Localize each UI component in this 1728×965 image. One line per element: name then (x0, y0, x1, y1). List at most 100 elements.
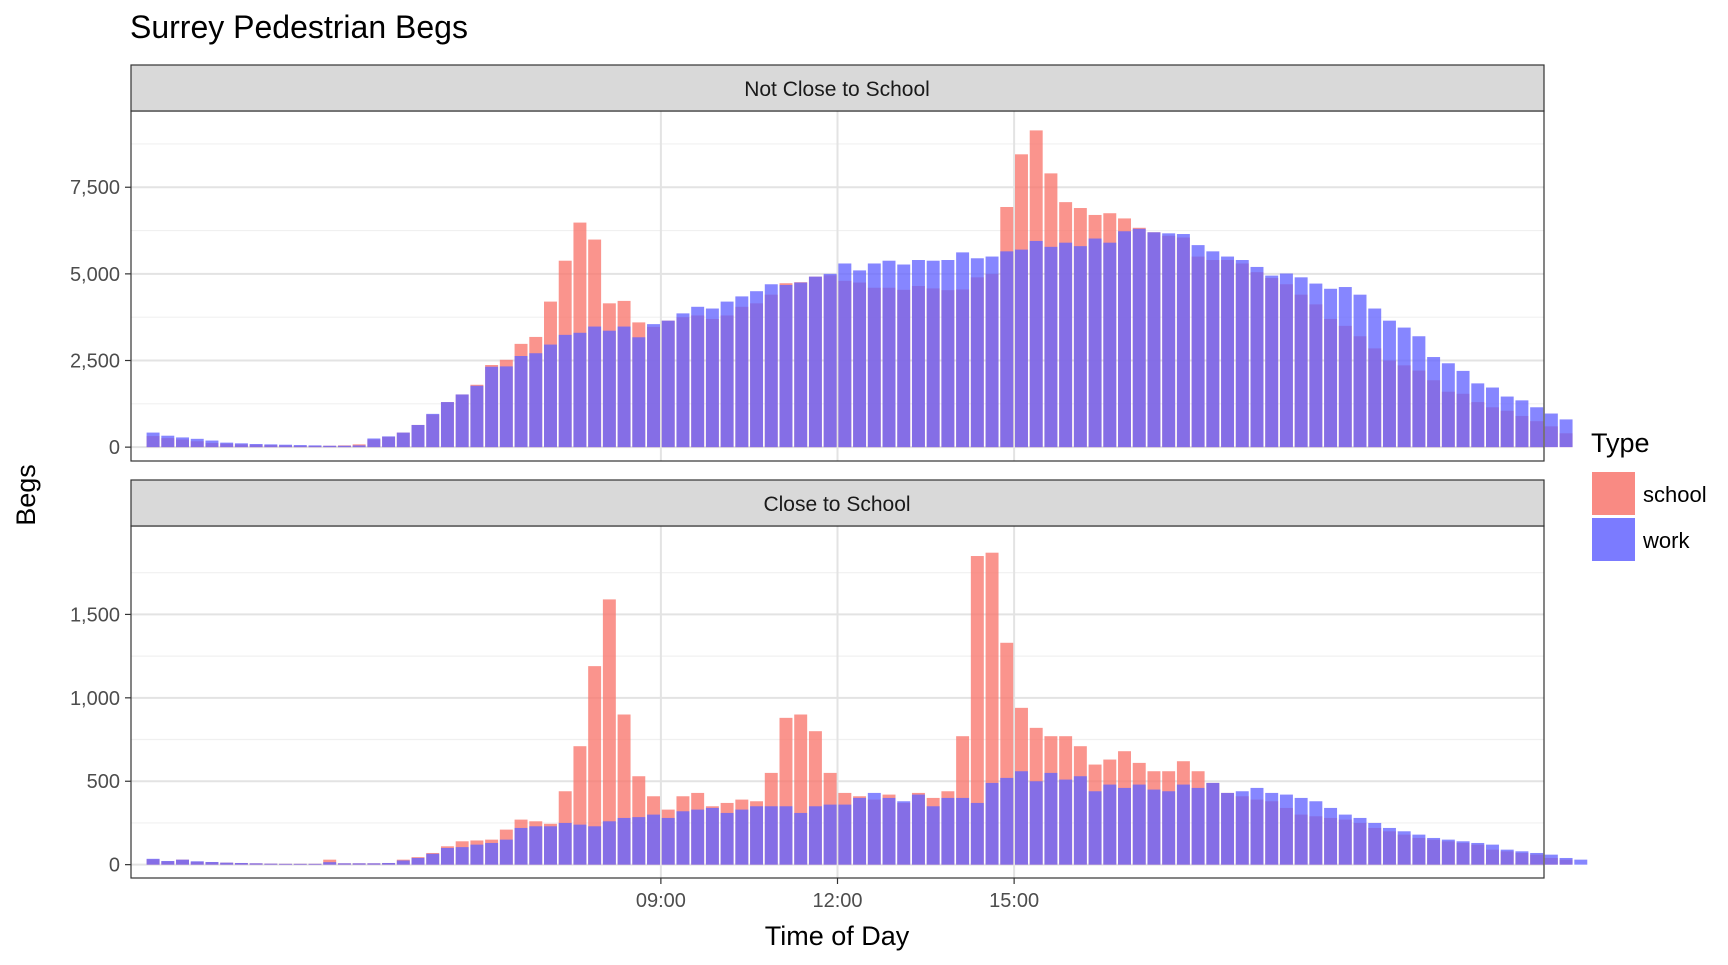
panel-bars (146, 552, 1588, 865)
bar-work (588, 826, 602, 865)
bar-work (705, 807, 719, 865)
bar-work (1500, 849, 1514, 865)
panel-strip (130, 479, 1545, 527)
bar-work (426, 853, 440, 865)
bar-work (1103, 784, 1117, 865)
bar-work (1544, 854, 1558, 865)
bar-work (956, 252, 970, 448)
bar-work (853, 270, 867, 448)
bar-work (1235, 791, 1249, 865)
bar-work (1456, 370, 1470, 448)
x-axis-title: Time of Day (765, 921, 910, 951)
panel-strip-label: Not Close to School (744, 78, 930, 101)
bar-work (676, 313, 690, 448)
bar-work (1294, 797, 1308, 865)
bar-work (941, 797, 955, 865)
bar-work (1176, 784, 1190, 865)
y-tick-label: 1,500 (70, 604, 120, 626)
bar-work (1324, 288, 1338, 448)
bar-work (1294, 277, 1308, 448)
bar-work (926, 260, 940, 448)
bar-work (1338, 287, 1352, 448)
bar-work (764, 806, 778, 865)
bar-work (234, 443, 248, 448)
bar-work (838, 263, 852, 448)
bar-work (1559, 857, 1573, 865)
bar-work (514, 827, 528, 865)
bar-work (926, 806, 940, 865)
bar-work (573, 332, 587, 448)
bar-work (853, 797, 867, 865)
bar-work (573, 824, 587, 865)
bar-work (1191, 787, 1205, 865)
bar-work (1088, 238, 1102, 448)
bar-work (1353, 817, 1367, 865)
bar-work (897, 801, 911, 865)
panel-strip-label: Close to School (763, 493, 910, 516)
legend-label-work: work (1642, 528, 1690, 553)
bar-work (205, 861, 219, 865)
bar-work (1397, 327, 1411, 448)
bar-work (279, 863, 293, 865)
bar-school (970, 556, 984, 865)
bar-work (705, 308, 719, 448)
bar-work (1015, 249, 1028, 448)
y-tick-label: 5,000 (70, 264, 120, 286)
bar-work (1441, 363, 1455, 448)
legend-key-work (1592, 518, 1635, 561)
bar-school (588, 666, 602, 865)
x-tick-label: 09:00 (636, 890, 686, 912)
bar-work (1059, 779, 1073, 865)
bar-work (382, 436, 396, 448)
bar-work (1427, 357, 1441, 448)
bar-work (544, 344, 557, 448)
bar-work (794, 812, 808, 865)
bar-work (676, 811, 690, 865)
bar-work (867, 792, 881, 865)
bar-work (1132, 784, 1146, 865)
y-tick-label: 0 (109, 855, 120, 877)
bar-work (1059, 242, 1073, 448)
bar-work (396, 432, 410, 448)
bar-work (1000, 251, 1014, 448)
bar-work (1029, 240, 1043, 448)
bar-work (529, 353, 543, 448)
bar-work (161, 435, 175, 448)
bar-work (1162, 233, 1176, 448)
bar-work (1073, 246, 1087, 448)
bar-work (396, 860, 410, 865)
bar-work (455, 847, 469, 865)
legend-title: Type (1591, 428, 1650, 458)
bar-work (176, 437, 189, 448)
bar-work (440, 847, 454, 865)
legend: Type school work (1591, 428, 1707, 561)
bar-work (1221, 792, 1235, 865)
bar-work (1515, 400, 1529, 448)
legend-label-school: school (1643, 482, 1707, 507)
bar-work (190, 861, 204, 865)
bar-work (220, 442, 234, 448)
bar-work (735, 296, 749, 448)
bar-work (279, 444, 293, 448)
bar-work (485, 366, 499, 448)
bar-work (337, 445, 351, 448)
y-tick-label: 500 (87, 771, 120, 793)
bar-work (1176, 234, 1190, 448)
bar-work (941, 260, 955, 448)
bar-work (1382, 827, 1396, 865)
bar-work (1544, 413, 1558, 448)
bar-work (293, 863, 307, 865)
bar-work (499, 366, 513, 448)
bar-work (1441, 839, 1455, 865)
bar-work (617, 817, 631, 865)
bar-work (1368, 308, 1382, 448)
y-tick-label: 2,500 (70, 351, 120, 373)
bar-work (352, 445, 366, 448)
bar-work (323, 862, 337, 865)
bar-work (249, 863, 263, 865)
bar-work (161, 860, 175, 865)
bar-work (337, 863, 351, 865)
bar-work (750, 806, 764, 865)
